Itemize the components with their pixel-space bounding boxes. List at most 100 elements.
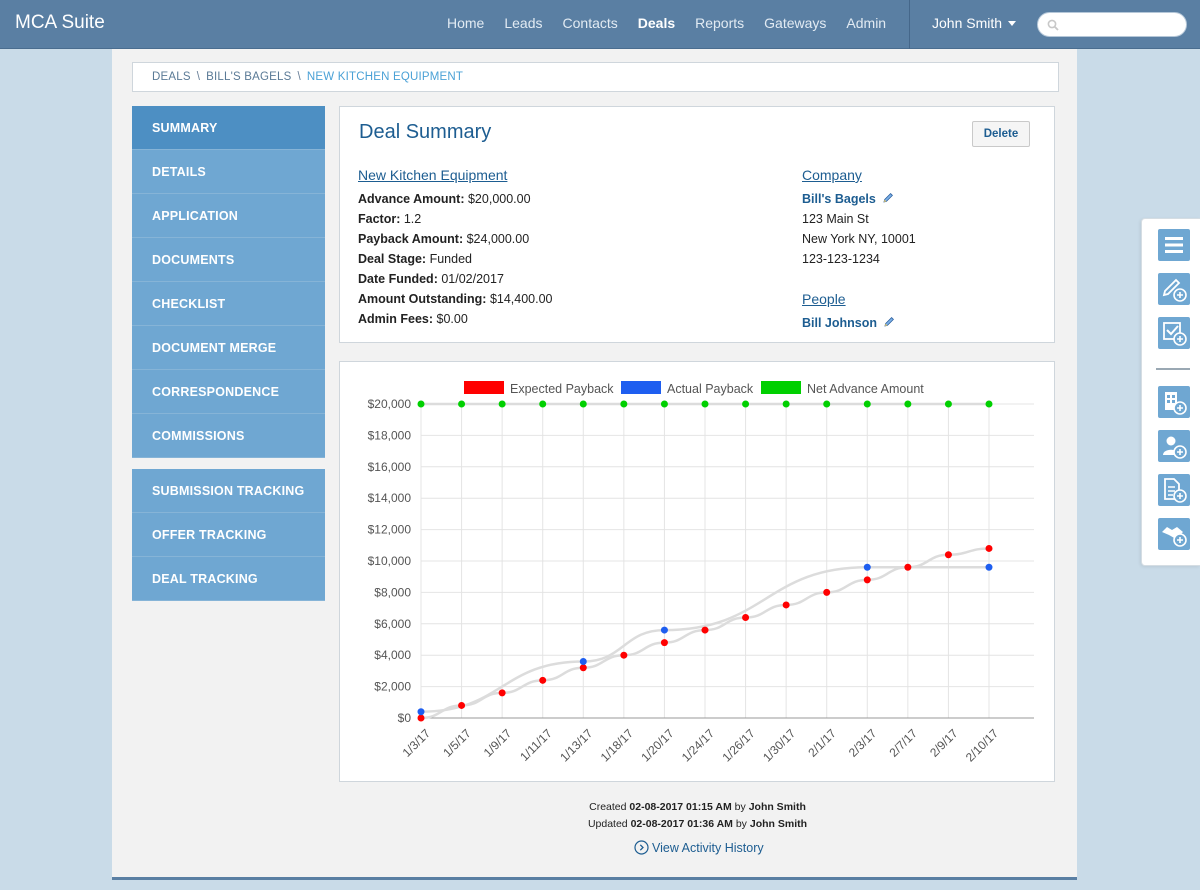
data-point [417,714,425,722]
created-info: Created 02-08-2017 01:15 AM by John Smit… [340,801,1055,813]
legend-label: Net Advance Amount [807,382,924,396]
breadcrumb-separator: \ [196,71,201,83]
chart-panel: $0 $2,000 $4,000 $6,000 $8,000 $10,000 $12,000… [339,361,1055,782]
data-point [944,400,952,408]
sidebar-item-documents[interactable]: DOCUMENTS [132,238,325,282]
sidebar-item-offer-tracking[interactable]: OFFER TRACKING [132,513,325,557]
deal-summary-panel: Deal Summary Delete New Kitchen Equipmen… [339,106,1055,343]
breadcrumb-separator: \ [297,71,301,83]
sidebar-item-commissions[interactable]: COMMISSIONS [132,414,325,458]
nav-divider [909,0,910,49]
field-value: $20,000.00 [467,192,531,206]
history-label: View Activity History [652,841,764,855]
sidebar-item-checklist[interactable]: CHECKLIST [132,282,325,326]
new-note-button[interactable] [1158,273,1190,305]
app-brand[interactable]: MCA Suite [15,12,105,33]
company-heading[interactable]: Company [802,167,862,183]
field-amount-outstanding: Amount Outstanding: $14,400.00 [358,292,553,306]
nav-deals[interactable]: Deals [637,15,676,31]
x-tick-label: 2/10/17 [963,726,1001,764]
new-note-icon [1162,278,1187,302]
new-deal-icon [1162,527,1187,547]
sidebar-item-correspondence[interactable]: CORRESPONDENCE [132,370,325,414]
field-label: Deal Stage: [358,252,427,266]
sidebar-item-submission-tracking[interactable]: SUBMISSION TRACKING [132,469,325,513]
sidebar-item-summary[interactable]: SUMMARY [132,106,325,150]
pencil-icon[interactable] [882,192,894,204]
x-tick-label: 2/7/17 [886,726,920,760]
sidebar-item-details[interactable]: DETAILS [132,150,325,194]
company-address-line2: New York NY, 10001 [802,232,916,246]
data-point [579,664,587,672]
field-label: Advance Amount: [358,192,465,206]
company-name-link[interactable]: Bill's Bagels [802,192,876,206]
nav-gateways[interactable]: Gateways [764,15,827,31]
main-nav: Home Leads Contacts Deals Reports Gatewa… [437,0,896,48]
search-icon [1047,19,1059,31]
data-point [498,689,506,697]
series-line [420,566,989,713]
new-document-button[interactable] [1158,474,1190,506]
field-date-funded: Date Funded: 01/02/2017 [358,272,504,286]
data-point [539,676,547,684]
search-input[interactable] [1064,17,1179,31]
nav-admin[interactable]: Admin [846,15,887,31]
x-tick-label: 1/20/17 [638,726,676,764]
toolbar-divider [1156,368,1190,370]
y-tick-label: $4,000 [374,648,411,662]
new-deal-button[interactable] [1158,518,1190,550]
breadcrumb-deals[interactable]: DEALS [152,71,191,83]
breadcrumb-current: NEW KITCHEN EQUIPMENT [306,71,464,83]
sidebar-item-document-merge[interactable]: DOCUMENT MERGE [132,326,325,370]
new-contact-button[interactable] [1158,430,1190,462]
data-point [458,701,466,709]
updated-user: John Smith [749,818,808,830]
data-point [701,626,709,634]
y-tick-label: $6,000 [374,617,411,631]
menu-button[interactable] [1158,229,1190,261]
data-point [863,400,871,408]
person-name-link[interactable]: Bill Johnson [802,316,877,330]
legend-label: Actual Payback [667,382,754,396]
legend-swatch [761,381,801,394]
sidebar-item-application[interactable]: APPLICATION [132,194,325,238]
field-factor: Factor: 1.2 [358,212,421,226]
new-company-button[interactable] [1158,386,1190,418]
x-tick-label: 1/13/17 [557,726,595,764]
new-task-button[interactable] [1158,317,1190,349]
field-label: Amount Outstanding: [358,292,487,306]
nav-contacts[interactable]: Contacts [562,15,618,31]
caret-down-icon [1008,21,1017,26]
delete-button[interactable]: Delete [972,121,1030,147]
x-tick-label: 1/26/17 [719,726,757,764]
breadcrumb-company[interactable]: BILL'S BAGELS [206,71,292,83]
x-tick-label: 2/9/17 [927,726,961,760]
menu-icon [1165,237,1183,253]
y-tick-label: $8,000 [374,585,411,599]
data-point [823,588,831,596]
people-heading[interactable]: People [802,291,846,307]
nav-leads[interactable]: Leads [504,15,543,31]
data-point [660,626,668,634]
field-deal-stage: Deal Stage: Funded [358,252,472,266]
view-activity-history-link[interactable]: View Activity History [634,840,764,855]
created-date: 02-08-2017 01:15 AM [629,801,732,813]
nav-reports[interactable]: Reports [695,15,745,31]
payback-chart: $0 $2,000 $4,000 $6,000 $8,000 $10,000 $12,000… [368,381,1034,764]
field-payback-amount: Payback Amount: $24,000.00 [358,232,529,246]
quick-actions-toolbar [1141,218,1200,566]
updated-date: 02-08-2017 01:36 AM [630,818,733,830]
pencil-icon[interactable] [883,316,895,328]
nav-home[interactable]: Home [447,15,485,31]
user-menu[interactable]: John Smith [932,15,1017,31]
breadcrumb: DEALS \ BILL'S BAGELS \ NEW KITCHEN EQUIPMEN… [132,62,1059,92]
deal-name-link[interactable]: New Kitchen Equipment [358,167,508,183]
x-tick-label: 1/18/17 [598,726,636,764]
data-point [904,400,912,408]
field-label: Date Funded: [358,272,438,286]
field-label: Admin Fees: [358,312,434,326]
legend-swatch [621,381,661,394]
y-tick-label: $14,000 [368,491,412,505]
sidebar-item-deal-tracking[interactable]: DEAL TRACKING [132,557,325,601]
data-point [539,400,547,408]
